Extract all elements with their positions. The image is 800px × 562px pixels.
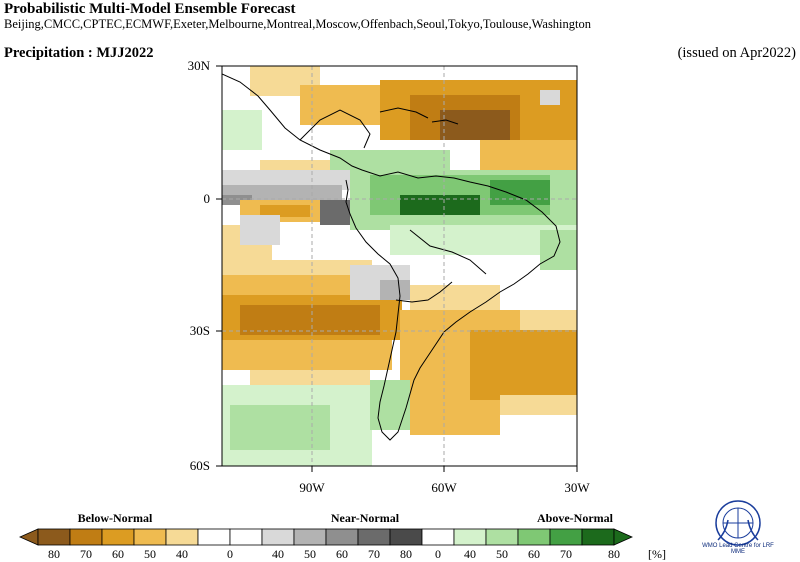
lat-label-30n: 30N [187, 58, 210, 73]
below-normal-region [222, 340, 392, 370]
legend-bin-label: 40 [272, 547, 284, 561]
lon-label-30w: 30W [564, 480, 590, 495]
border-line [409, 229, 487, 275]
legend-bin [293, 528, 327, 546]
legend-bin-label: 70 [560, 547, 572, 561]
near-normal-region [540, 90, 560, 105]
lon-label-90w: 90W [299, 480, 325, 495]
legend-bin [133, 528, 167, 546]
near-normal-region [222, 195, 252, 205]
legend-colorbar [19, 528, 633, 546]
legend-bin-label: 40 [176, 547, 188, 561]
legend-unit: [%] [648, 547, 666, 561]
below-normal-region [300, 85, 380, 125]
legend-bin [37, 528, 71, 546]
wmo-logo-icon [715, 500, 761, 546]
legend-bin-label: 80 [48, 547, 60, 561]
above-normal-region [490, 180, 550, 205]
legend-bin-label: 0 [435, 547, 441, 561]
below-normal-region [250, 370, 370, 385]
lat-label-60s: 60S [189, 458, 210, 473]
legend-bin [421, 528, 455, 546]
legend-bin-label: 50 [144, 547, 156, 561]
legend-arrow-left [19, 528, 39, 546]
legend-bin [357, 528, 391, 546]
legend-bin-label: 60 [336, 547, 348, 561]
border-line [395, 281, 453, 303]
lon-label-60w: 60W [431, 480, 457, 495]
legend-bin-label: 80 [400, 547, 412, 561]
map-title: Probabilistic Multi-Model Ensemble Forec… [4, 1, 296, 17]
below-normal-region [260, 205, 310, 217]
legend-near-normal: Near-Normal [330, 511, 400, 525]
probability-field [222, 66, 577, 466]
hispaniola-coastline [431, 119, 459, 125]
lat-label-30s: 30S [189, 323, 210, 338]
legend-bin [389, 528, 423, 546]
legend-bin [229, 528, 263, 546]
axis-ticks [216, 65, 578, 472]
above-normal-region [222, 110, 262, 150]
continent-coastline [222, 73, 561, 441]
legend-bin-label: 50 [496, 547, 508, 561]
near-normal-region [240, 215, 280, 245]
legend-bin [517, 528, 551, 546]
below-normal-region [440, 110, 510, 140]
legend-bin-label: 60 [112, 547, 124, 561]
map-frame [221, 65, 578, 467]
coastlines [222, 73, 561, 441]
legend-bin-label: 40 [464, 547, 476, 561]
issue-date: (issued on Apr2022) [677, 45, 796, 61]
legend-bin [261, 528, 295, 546]
legend-bin-label: 50 [304, 547, 316, 561]
legend-above-normal: Above-Normal [537, 511, 613, 525]
legend-bin [485, 528, 519, 546]
product-label: Precipitation : MJJ2022 [4, 45, 154, 61]
lat-label-equator: 0 [203, 191, 211, 206]
below-normal-region [410, 400, 500, 435]
legend-bin [69, 528, 103, 546]
legend-below-normal: Below-Normal [77, 511, 153, 525]
graticule [222, 66, 577, 466]
legend-bin-label: 0 [227, 547, 233, 561]
legend-bin-label: 70 [368, 547, 380, 561]
contributing-centres: Beijing,CMCC,CPTEC,ECMWF,Exeter,Melbourn… [4, 17, 591, 31]
below-normal-region [470, 330, 577, 400]
below-normal-region [520, 310, 577, 330]
near-normal-region [320, 200, 350, 225]
legend-bin [581, 528, 615, 546]
above-normal-region [230, 405, 330, 450]
legend-bin-label: 60 [528, 547, 540, 561]
legend-bin-label: 70 [80, 547, 92, 561]
above-normal-region [370, 380, 410, 430]
legend-bin [325, 528, 359, 546]
legend-bin-label: 80 [608, 547, 620, 561]
cuba-coastline [379, 107, 429, 119]
below-normal-region [500, 395, 577, 415]
below-normal-region [480, 140, 577, 170]
legend-bin [549, 528, 583, 546]
legend-bin [197, 528, 231, 546]
legend-bin [101, 528, 135, 546]
legend-bin [165, 528, 199, 546]
near-normal-region [380, 280, 410, 300]
below-normal-region [240, 305, 380, 335]
gulf-coastline [299, 109, 371, 149]
legend-bin [453, 528, 487, 546]
wmo-logo-caption: WMO Lead Centre for LRF MME [702, 543, 774, 555]
above-normal-region [400, 195, 480, 215]
legend-arrow-right [613, 528, 633, 546]
